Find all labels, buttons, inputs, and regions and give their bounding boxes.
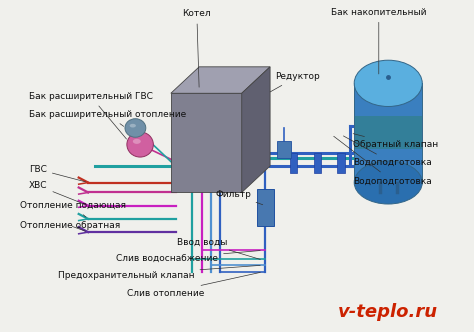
Text: Бак расширительный ГВС: Бак расширительный ГВС xyxy=(29,92,153,139)
Text: ХВС: ХВС xyxy=(29,181,85,205)
Text: Ввод воды: Ввод воды xyxy=(177,237,260,259)
Polygon shape xyxy=(354,83,422,183)
Text: Фильтр: Фильтр xyxy=(215,190,263,205)
Polygon shape xyxy=(171,67,270,93)
Text: Водоподготовка: Водоподготовка xyxy=(334,136,431,185)
Polygon shape xyxy=(314,153,321,173)
Bar xyxy=(277,141,292,158)
Text: Слив отопление: Слив отопление xyxy=(127,272,260,298)
Text: Бак расширительный отопление: Бак расширительный отопление xyxy=(29,110,186,126)
Ellipse shape xyxy=(354,161,422,204)
Ellipse shape xyxy=(133,139,141,144)
Polygon shape xyxy=(354,117,422,149)
Polygon shape xyxy=(171,93,242,193)
Text: Котел: Котел xyxy=(182,9,211,87)
Text: Отопление обратная: Отопление обратная xyxy=(19,221,120,231)
Ellipse shape xyxy=(125,119,146,137)
Text: Водоподготовка: Водоподготовка xyxy=(343,136,431,167)
Text: ГВС: ГВС xyxy=(29,165,85,182)
Text: Предохранительный клапан: Предохранительный клапан xyxy=(58,265,260,280)
Polygon shape xyxy=(337,153,345,173)
Text: Обратный клапан: Обратный клапан xyxy=(353,134,438,149)
Polygon shape xyxy=(290,153,298,173)
Ellipse shape xyxy=(354,60,422,107)
Ellipse shape xyxy=(130,124,136,127)
Bar xyxy=(257,189,274,225)
Text: v-teplo.ru: v-teplo.ru xyxy=(338,303,438,321)
Text: Редуктор: Редуктор xyxy=(270,72,319,92)
Text: Бак накопительный: Бак накопительный xyxy=(331,8,427,74)
Text: Слив водоснабжение: Слив водоснабжение xyxy=(116,251,260,263)
Text: Отопление подающая: Отопление подающая xyxy=(19,201,126,217)
Ellipse shape xyxy=(127,132,154,157)
Polygon shape xyxy=(242,67,270,193)
